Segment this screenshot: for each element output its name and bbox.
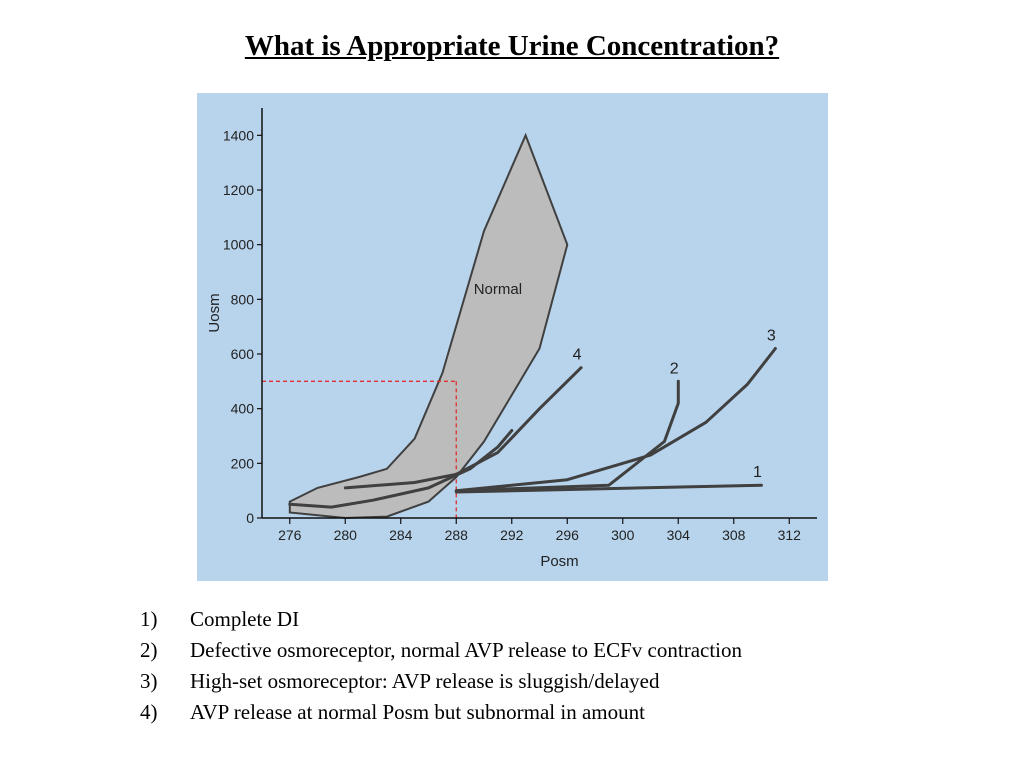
- y-tick-label: 1200: [223, 182, 254, 198]
- chart-svg: 1 2 3 4 Normal 0 200 400 600 800 1000 1200 1400 276 28…: [206, 108, 817, 570]
- chart-figure: 1 2 3 4 Normal 0 200 400 600 800 1000 1200 1400 276 28…: [197, 93, 828, 581]
- x-tick-label: 308: [722, 527, 746, 543]
- x-tick-label: 280: [334, 527, 358, 543]
- note-item: 4) AVP release at normal Posm but subnorm…: [140, 697, 742, 728]
- normal-range-band: [288, 132, 569, 520]
- x-tick-label: 312: [778, 527, 802, 543]
- note-item: 2) Defective osmoreceptor, normal AVP rel…: [140, 635, 742, 666]
- x-axis-label: Posm: [540, 553, 578, 570]
- series-label: 1: [753, 464, 762, 481]
- y-tick-label: 1000: [223, 237, 254, 253]
- note-text: Complete DI: [190, 607, 300, 631]
- x-tick-label: 304: [667, 527, 691, 543]
- x-tick-label: 296: [556, 527, 580, 543]
- x-tick-label: 288: [445, 527, 469, 543]
- note-number: 3): [140, 669, 158, 693]
- x-tick-label: 292: [500, 527, 524, 543]
- legend-notes: 1) Complete DI 2) Defective osmoreceptor, …: [140, 604, 742, 728]
- y-tick-label: 400: [231, 401, 255, 417]
- series-label: 2: [670, 360, 679, 377]
- note-number: 1): [140, 607, 158, 631]
- series-line-2: [454, 379, 680, 493]
- series-label: 3: [767, 328, 776, 345]
- y-tick-label: 800: [231, 291, 255, 307]
- y-tick-label: 600: [231, 346, 255, 362]
- y-axis-label: Uosm: [206, 293, 223, 332]
- y-tick-label: 1400: [223, 127, 254, 143]
- note-text: High-set osmoreceptor: AVP release is sl…: [190, 669, 660, 693]
- note-item: 1) Complete DI: [140, 604, 742, 635]
- note-number: 2): [140, 638, 158, 662]
- normal-region-label: Normal: [474, 281, 522, 298]
- series-label: 4: [573, 347, 582, 364]
- note-text: AVP release at normal Posm but subnormal…: [190, 700, 645, 724]
- note-number: 4): [140, 700, 158, 724]
- x-tick-label: 284: [389, 527, 413, 543]
- slide-title: What is Appropriate Urine Concentration?: [244, 30, 780, 62]
- series-line-1: [454, 483, 763, 494]
- note-item: 3) High-set osmoreceptor: AVP release is …: [140, 666, 742, 697]
- y-tick-label: 200: [231, 455, 255, 471]
- series-line-3: [454, 347, 777, 493]
- series-line-baseline: [288, 429, 514, 509]
- x-tick-label: 276: [278, 527, 302, 543]
- note-text: Defective osmoreceptor, normal AVP relea…: [190, 638, 742, 662]
- y-tick-label: 0: [246, 510, 254, 526]
- x-tick-label: 300: [611, 527, 635, 543]
